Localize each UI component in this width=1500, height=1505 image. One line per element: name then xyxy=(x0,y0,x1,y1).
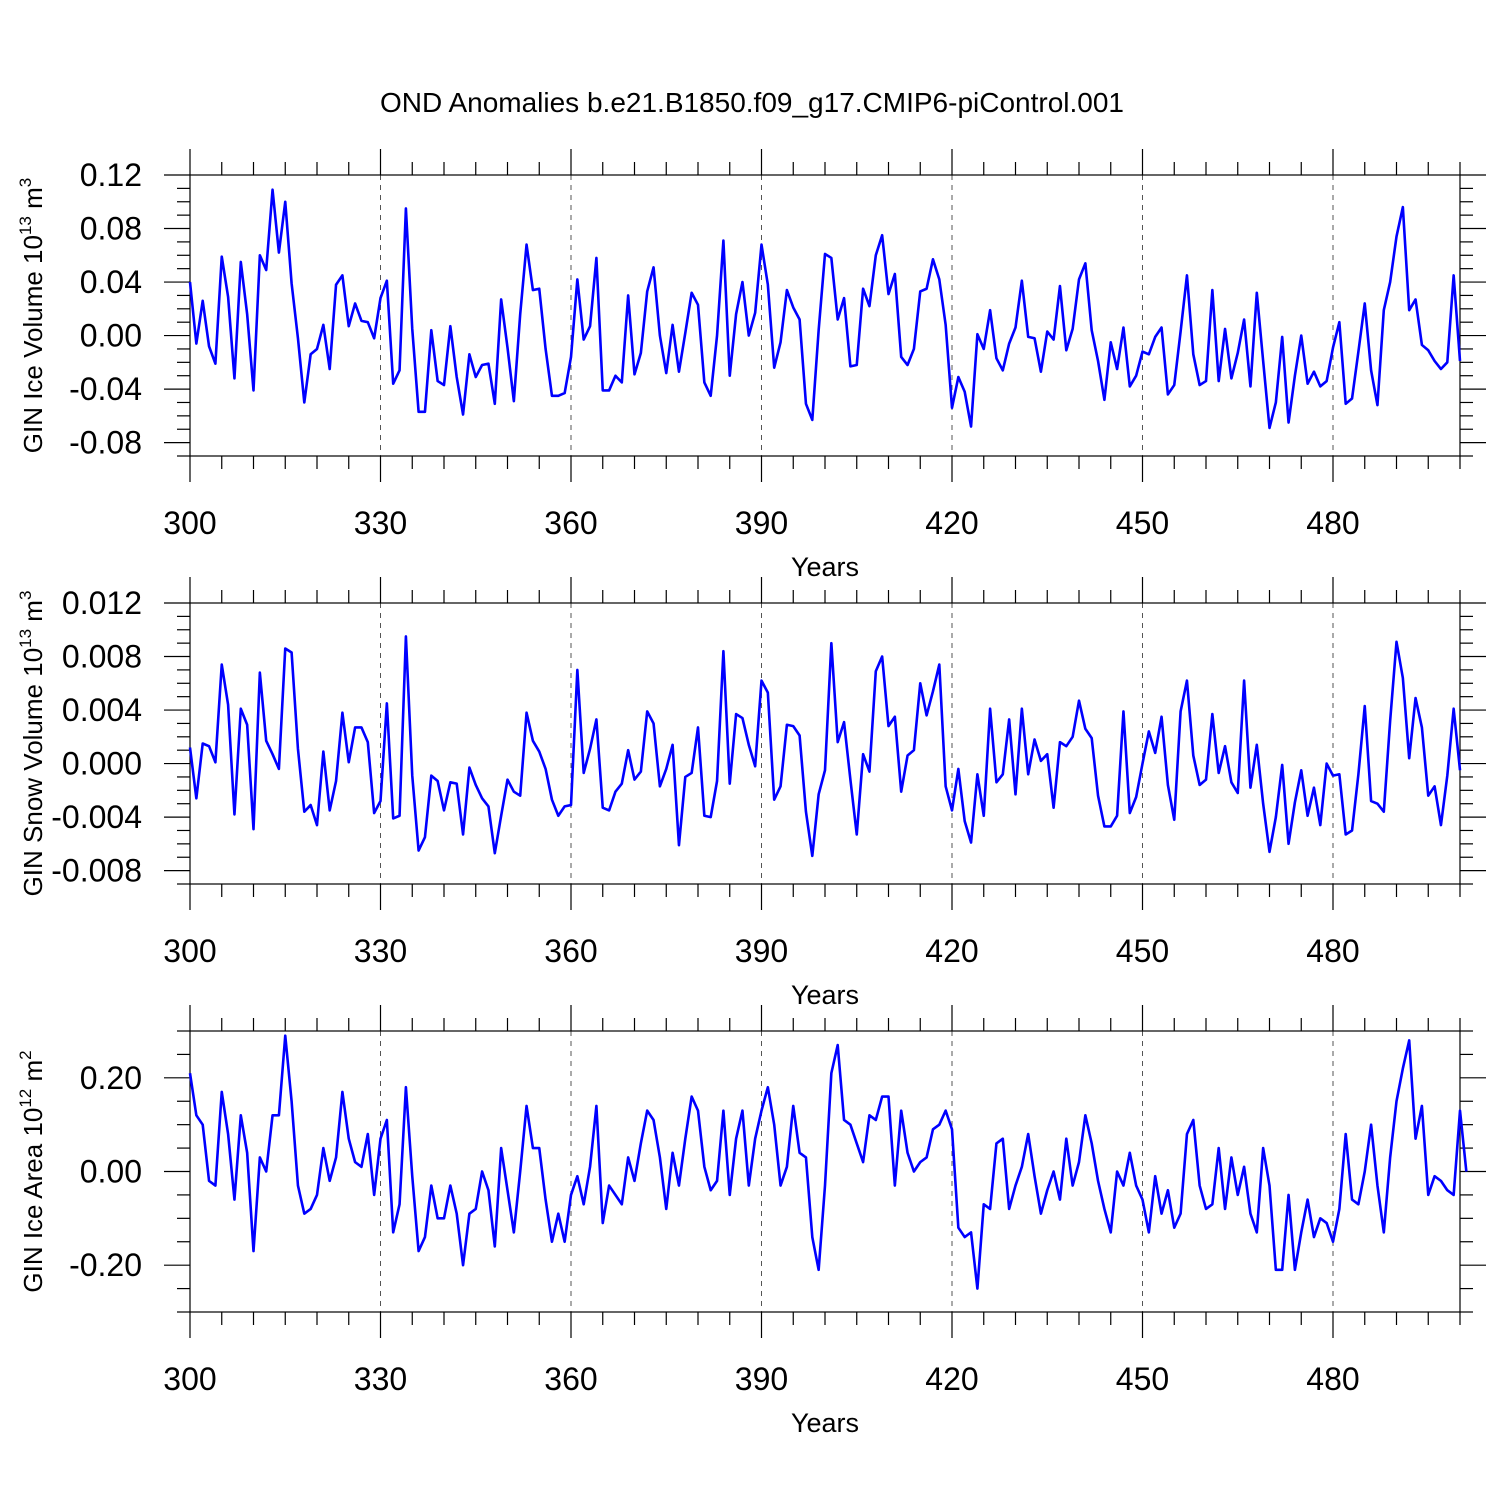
x-tick-label: 390 xyxy=(735,505,788,541)
y-axis-label-text: GIN Snow Volume 10 xyxy=(18,648,48,897)
x-tick-label: 450 xyxy=(1116,933,1169,969)
y-tick-label: 0.04 xyxy=(80,264,142,300)
series-line xyxy=(188,188,1462,430)
y-tick-label: 0.00 xyxy=(80,318,142,354)
y-axis-label-superscript: 13 xyxy=(16,216,35,235)
series-line xyxy=(188,635,1462,858)
y-tick-label: 0.00 xyxy=(80,1154,142,1190)
x-tick-label: 300 xyxy=(163,933,216,969)
x-axis-label: Years xyxy=(791,980,859,1010)
y-tick-label: 0.08 xyxy=(80,211,142,247)
y-axis-label-superscript: 12 xyxy=(16,1089,35,1108)
x-tick-label: 300 xyxy=(163,505,216,541)
x-tick-label: 390 xyxy=(735,933,788,969)
x-tick-label: 480 xyxy=(1306,505,1359,541)
x-tick-label: 420 xyxy=(925,505,978,541)
chart-panel-3: 300 330 360 390 420 450 480 -0.20 0.00 0.20 Years G… xyxy=(16,1005,1486,1438)
x-tick-label: 390 xyxy=(735,1361,788,1397)
y-axis-label-text: GIN Ice Area 10 xyxy=(18,1108,48,1293)
y-tick-label: 0.008 xyxy=(62,639,142,675)
x-tick-label: 330 xyxy=(354,1361,407,1397)
x-tick-label: 300 xyxy=(163,1361,216,1397)
y-axis-label: GIN Ice Area 1012 m2 xyxy=(16,1050,48,1292)
y-axis-label: GIN Ice Volume 1013 m3 xyxy=(16,178,48,454)
x-tick-label: 360 xyxy=(544,1361,597,1397)
x-axis-label: Years xyxy=(791,552,859,582)
y-tick-label: -0.008 xyxy=(51,853,142,889)
y-tick-label: -0.20 xyxy=(69,1247,142,1283)
x-tick-label: 330 xyxy=(354,505,407,541)
y-axis-label-superscript: 3 xyxy=(16,591,35,600)
x-axis-label: Years xyxy=(791,1408,859,1438)
figure-title: OND Anomalies b.e21.B1850.f09_g17.CMIP6-… xyxy=(380,87,1124,118)
y-tick-label: 0.000 xyxy=(62,746,142,782)
y-axis-label-text: m xyxy=(18,600,48,629)
y-tick-label: 0.012 xyxy=(62,585,142,621)
y-tick-label: -0.04 xyxy=(69,371,142,407)
x-tick-label: 450 xyxy=(1116,1361,1169,1397)
x-tick-label: 480 xyxy=(1306,1361,1359,1397)
x-tick-label: 360 xyxy=(544,505,597,541)
chart-panel-2: 300 330 360 390 420 450 480 -0.008 -0.004 0.000 0.… xyxy=(16,577,1486,1010)
x-tick-label: 450 xyxy=(1116,505,1169,541)
y-axis-label-superscript: 3 xyxy=(16,178,35,187)
series-line xyxy=(188,1034,1468,1290)
y-axis-label-superscript: 2 xyxy=(16,1050,35,1059)
y-axis-label-text: GIN Ice Volume 10 xyxy=(18,235,48,453)
y-tick-label: 0.20 xyxy=(80,1060,142,1096)
y-tick-label: -0.08 xyxy=(69,425,142,461)
y-axis-label-text: m xyxy=(18,187,48,216)
chart-panel-1: 300 330 360 390 420 450 480 -0.08 -0.04 0.00 0.04 0… xyxy=(16,149,1486,582)
y-tick-label: 0.004 xyxy=(62,692,142,728)
x-tick-label: 420 xyxy=(925,933,978,969)
y-axis-label-superscript: 13 xyxy=(16,629,35,648)
y-tick-label: -0.004 xyxy=(51,799,142,835)
x-tick-label: 480 xyxy=(1306,933,1359,969)
y-tick-label: 0.12 xyxy=(80,157,142,193)
y-axis-label-text: m xyxy=(18,1060,48,1089)
x-tick-label: 420 xyxy=(925,1361,978,1397)
x-tick-label: 330 xyxy=(354,933,407,969)
y-axis-label: GIN Snow Volume 1013 m3 xyxy=(16,591,48,897)
x-tick-label: 360 xyxy=(544,933,597,969)
